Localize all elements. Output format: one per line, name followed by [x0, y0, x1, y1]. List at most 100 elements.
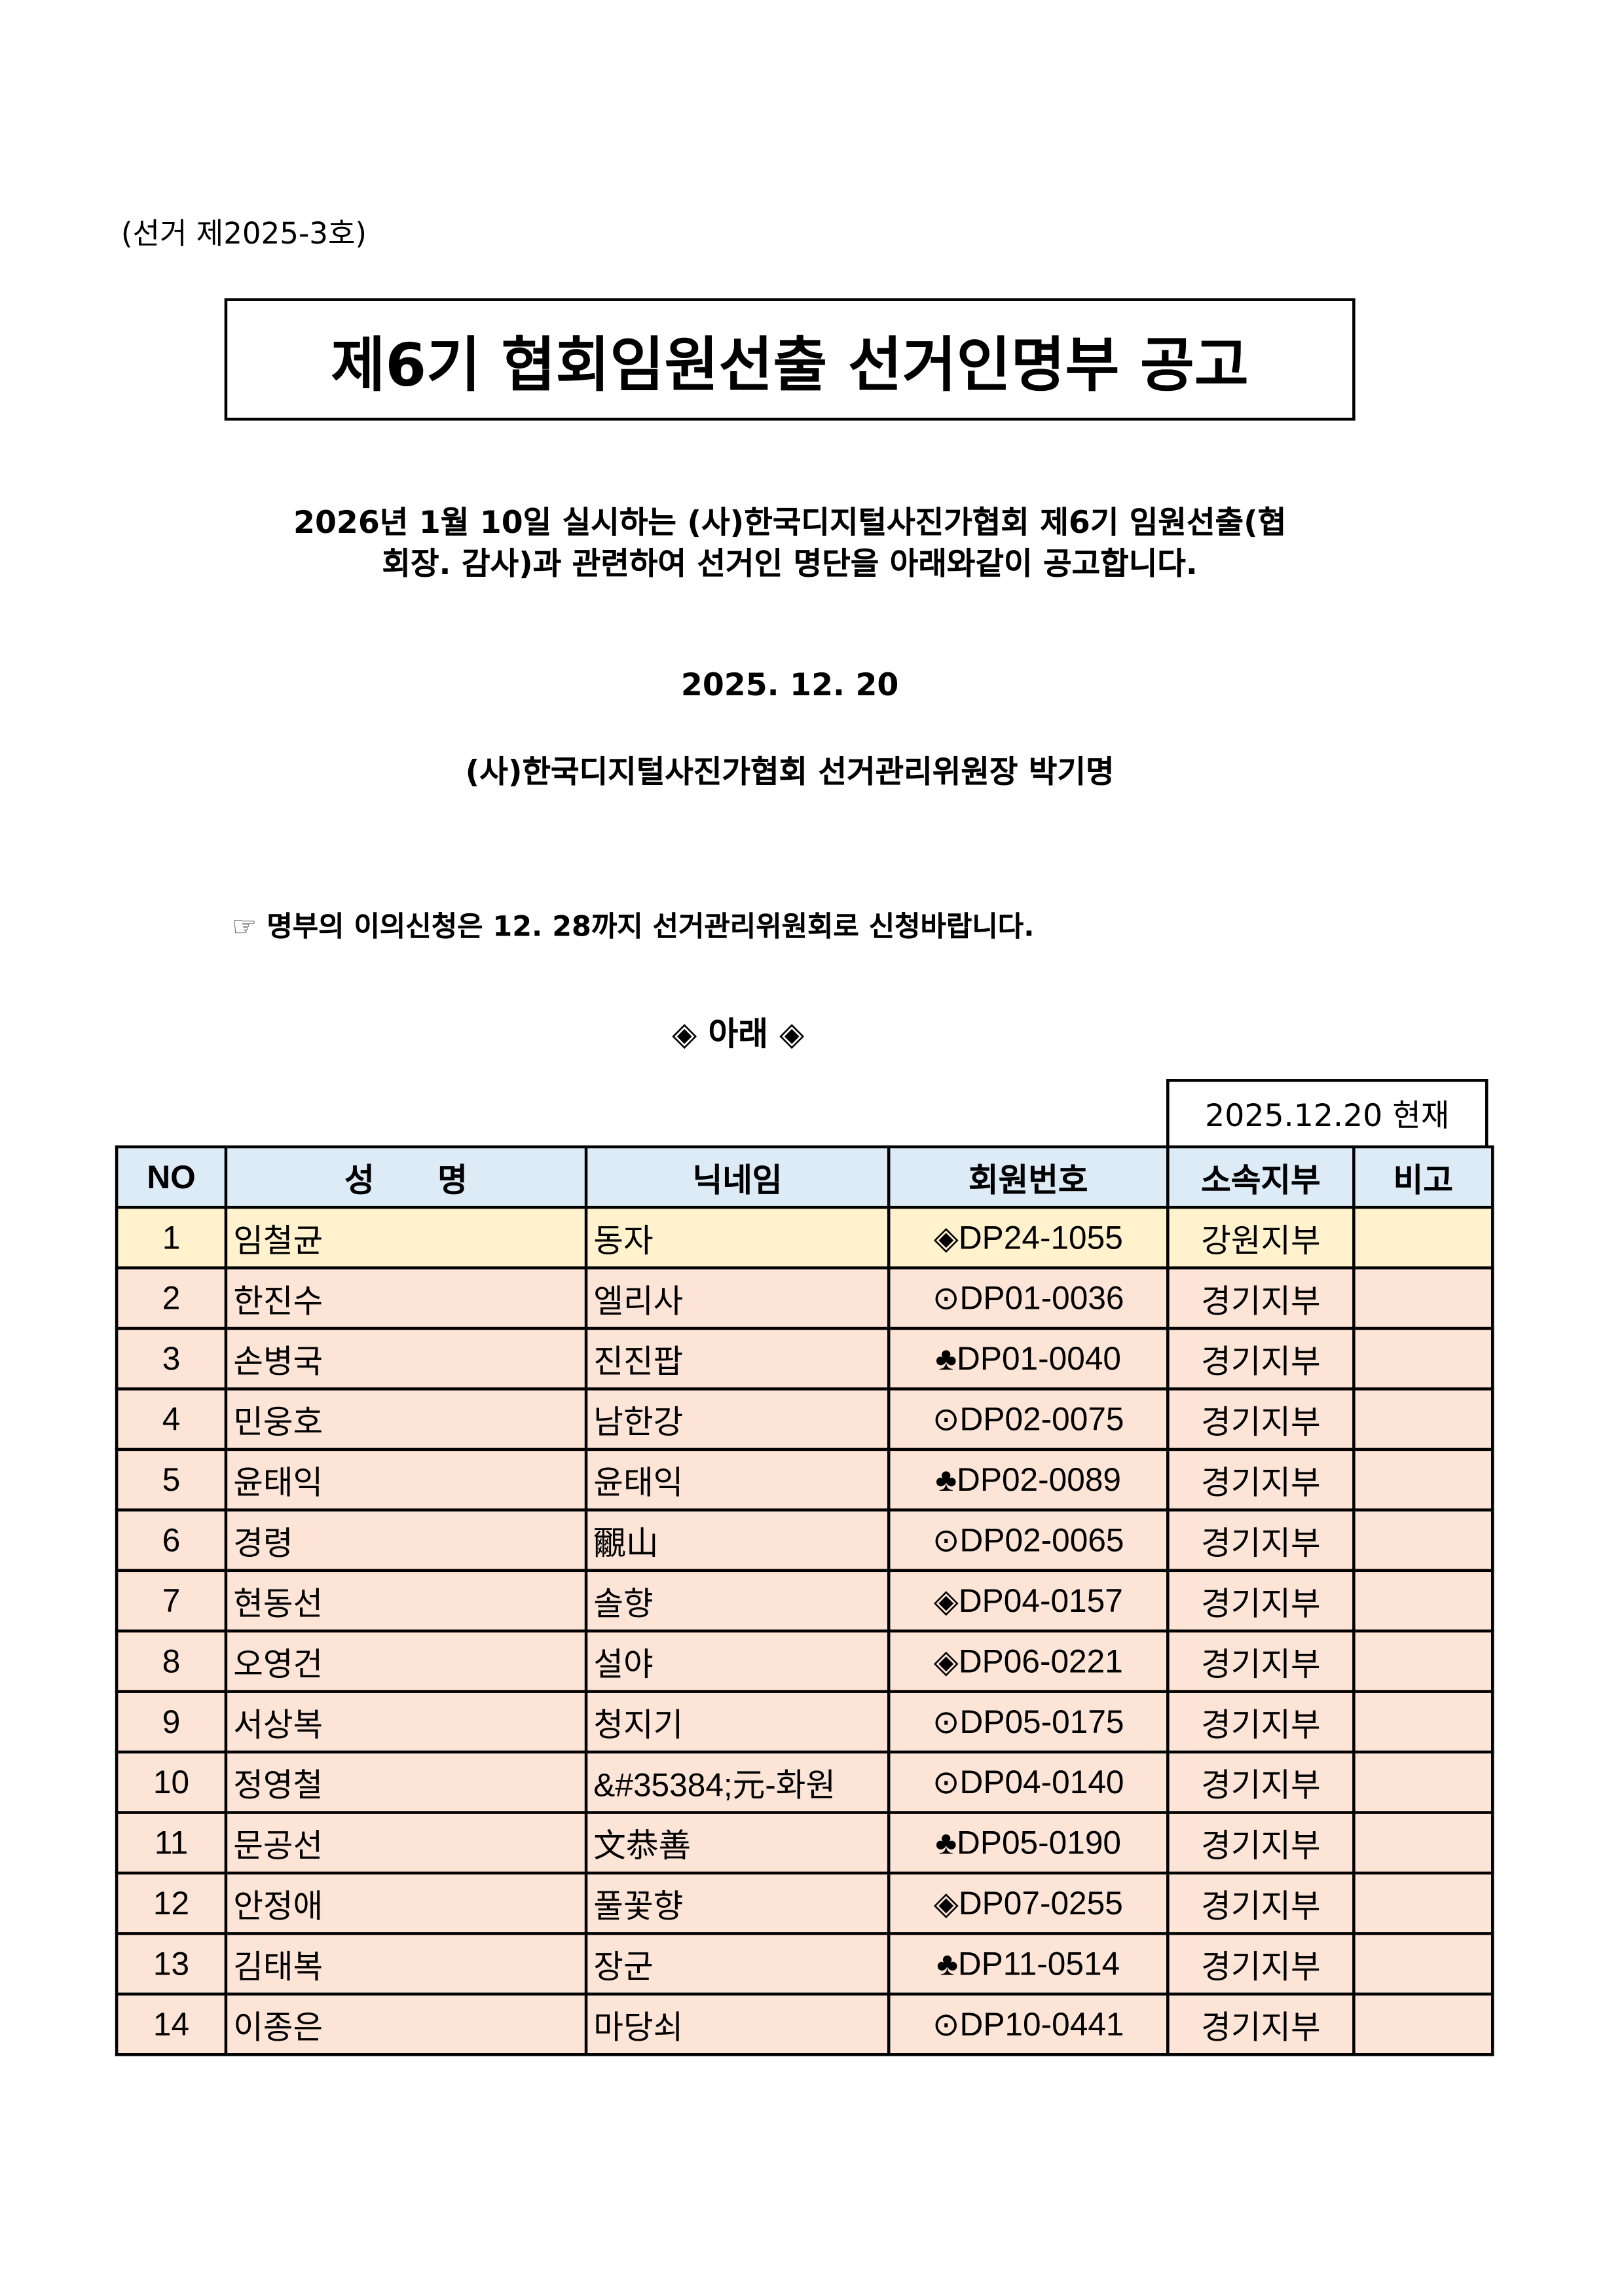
table-row: 1 임철균 동자 ◈DP24-1055 강원지부 [115, 1205, 1494, 1269]
cell-nickname: 윤태익 [584, 1448, 891, 1512]
table-row: 6 경령 覼山 ⊙DP02-0065 경기지부 [115, 1508, 1494, 1573]
cell-member-number: ⊙DP05-0175 [887, 1690, 1170, 1754]
page-title: 제6기 협회임원선출 선거인명부 공고 [224, 298, 1356, 421]
cell-branch: 강원지부 [1166, 1205, 1356, 1269]
cell-remarks [1352, 1992, 1494, 2056]
header-remarks: 비고 [1352, 1145, 1494, 1209]
cell-nickname: &#35384;元-화원 [584, 1750, 891, 1814]
cell-no: 3 [115, 1326, 228, 1391]
cell-member-number: ♣DP01-0040 [887, 1326, 1170, 1391]
cell-member-number: ⊙DP04-0140 [887, 1750, 1170, 1814]
header-nickname: 닉네임 [584, 1145, 891, 1209]
cell-member-number: ⊙DP10-0441 [887, 1992, 1170, 2056]
cell-nickname: 솔향 [584, 1569, 891, 1633]
cell-name: 한진수 [224, 1266, 588, 1330]
intro-paragraph: 2026년 1월 10일 실시하는 (사)한국디지털사진가협회 제6기 임원선출… [207, 502, 1373, 585]
cell-branch: 경기지부 [1166, 1932, 1356, 1996]
cell-member-number: ◈DP06-0221 [887, 1629, 1170, 1693]
table-row: 8 오영건 설야 ◈DP06-0221 경기지부 [115, 1629, 1494, 1693]
cell-no: 13 [115, 1932, 228, 1996]
cell-member-number: ◈DP07-0255 [887, 1871, 1170, 1935]
table-row: 9 서상복 청지기 ⊙DP05-0175 경기지부 [115, 1690, 1494, 1754]
cell-name: 현동선 [224, 1569, 588, 1633]
table-row: 14 이종은 마당쇠 ⊙DP10-0441 경기지부 [115, 1992, 1494, 2056]
cell-nickname: 풀꽃향 [584, 1871, 891, 1935]
cell-member-number: ♣DP02-0089 [887, 1448, 1170, 1512]
signer: (사)한국디지털사진가협회 선거관리위원장 박기명 [465, 754, 1115, 790]
intro-line-2: 회장. 감사)과 관련하여 선거인 명단을 아래와같이 공고합니다. [382, 546, 1198, 582]
cell-name: 문공선 [224, 1811, 588, 1875]
header-branch: 소속지부 [1166, 1145, 1356, 1209]
cell-member-number: ⊙DP02-0075 [887, 1387, 1170, 1451]
cell-no: 5 [115, 1448, 228, 1512]
cell-no: 4 [115, 1387, 228, 1451]
cell-member-number: ◈DP04-0157 [887, 1569, 1170, 1633]
announcement-date: 2025. 12. 20 [680, 667, 899, 703]
cell-nickname: 설야 [584, 1629, 891, 1693]
table-row: 12 안정애 풀꽃향 ◈DP07-0255 경기지부 [115, 1871, 1494, 1935]
table-row: 13 김태복 장군 ♣DP11-0514 경기지부 [115, 1932, 1494, 1996]
cell-nickname: 장군 [584, 1932, 891, 1996]
cell-nickname: 동자 [584, 1205, 891, 1269]
cell-member-number: ♣DP05-0190 [887, 1811, 1170, 1875]
cell-no: 2 [115, 1266, 228, 1330]
cell-no: 6 [115, 1508, 228, 1573]
cell-remarks [1352, 1326, 1494, 1391]
cell-branch: 경기지부 [1166, 1629, 1356, 1693]
cell-member-number: ⊙DP02-0065 [887, 1508, 1170, 1573]
cell-no: 8 [115, 1629, 228, 1693]
table-row: 3 손병국 진진팝 ♣DP01-0040 경기지부 [115, 1326, 1494, 1391]
cell-remarks [1352, 1569, 1494, 1633]
cell-nickname: 엘리사 [584, 1266, 891, 1330]
cell-nickname: 청지기 [584, 1690, 891, 1754]
objection-note: ☞ 명부의 이의신청은 12. 28까지 선거관리위원회로 신청바랍니다. [232, 905, 1035, 945]
cell-name: 손병국 [224, 1326, 588, 1391]
cell-branch: 경기지부 [1166, 1387, 1356, 1451]
cell-branch: 경기지부 [1166, 1569, 1356, 1633]
cell-name: 정영철 [224, 1750, 588, 1814]
pointing-hand-icon: ☞ [231, 911, 257, 943]
cell-branch: 경기지부 [1166, 1448, 1356, 1512]
table-row: 7 현동선 솔향 ◈DP04-0157 경기지부 [115, 1569, 1494, 1633]
cell-name: 서상복 [224, 1690, 588, 1754]
cell-no: 12 [115, 1871, 228, 1935]
table-row: 10 정영철 &#35384;元-화원 ⊙DP04-0140 경기지부 [115, 1750, 1494, 1814]
header-name: 성 명 [224, 1145, 588, 1209]
cell-branch: 경기지부 [1166, 1750, 1356, 1814]
cell-name: 윤태익 [224, 1448, 588, 1512]
voter-list-table: NO 성 명 닉네임 회원번호 소속지부 비고 1 임철균 동자 ◈DP24-1055 강원지부 2… [115, 1145, 1494, 2056]
cell-remarks [1352, 1750, 1494, 1814]
cell-remarks [1352, 1205, 1494, 1269]
cell-no: 7 [115, 1569, 228, 1633]
cell-nickname: 覼山 [584, 1508, 891, 1573]
cell-name: 경령 [224, 1508, 588, 1573]
cell-nickname: 진진팝 [584, 1326, 891, 1391]
cell-remarks [1352, 1387, 1494, 1451]
cell-member-number: ⊙DP01-0036 [887, 1266, 1170, 1330]
cell-branch: 경기지부 [1166, 1992, 1356, 2056]
cell-no: 14 [115, 1992, 228, 2056]
cell-no: 11 [115, 1811, 228, 1875]
cell-no: 10 [115, 1750, 228, 1814]
cell-no: 1 [115, 1205, 228, 1269]
note-text: 명부의 이의신청은 12. 28까지 선거관리위원회로 신청바랍니다. [267, 911, 1035, 943]
cell-branch: 경기지부 [1166, 1871, 1356, 1935]
cell-branch: 경기지부 [1166, 1811, 1356, 1875]
cell-name: 오영건 [224, 1629, 588, 1693]
cell-name: 민웅호 [224, 1387, 588, 1451]
cell-branch: 경기지부 [1166, 1266, 1356, 1330]
table-row: 5 윤태익 윤태익 ♣DP02-0089 경기지부 [115, 1448, 1494, 1512]
as-of-date: 2025.12.20 현재 [1166, 1079, 1488, 1146]
cell-name: 안정애 [224, 1871, 588, 1935]
document-number: (선거 제2025-3호) [120, 215, 367, 251]
cell-no: 9 [115, 1690, 228, 1754]
cell-remarks [1352, 1871, 1494, 1935]
cell-branch: 경기지부 [1166, 1690, 1356, 1754]
cell-remarks [1352, 1811, 1494, 1875]
cell-remarks [1352, 1629, 1494, 1693]
header-member-number: 회원번호 [887, 1145, 1170, 1209]
cell-branch: 경기지부 [1166, 1326, 1356, 1391]
cell-member-number: ♣DP11-0514 [887, 1932, 1170, 1996]
cell-name: 임철균 [224, 1205, 588, 1269]
intro-line-1: 2026년 1월 10일 실시하는 (사)한국디지털사진가협회 제6기 임원선출… [293, 505, 1287, 541]
